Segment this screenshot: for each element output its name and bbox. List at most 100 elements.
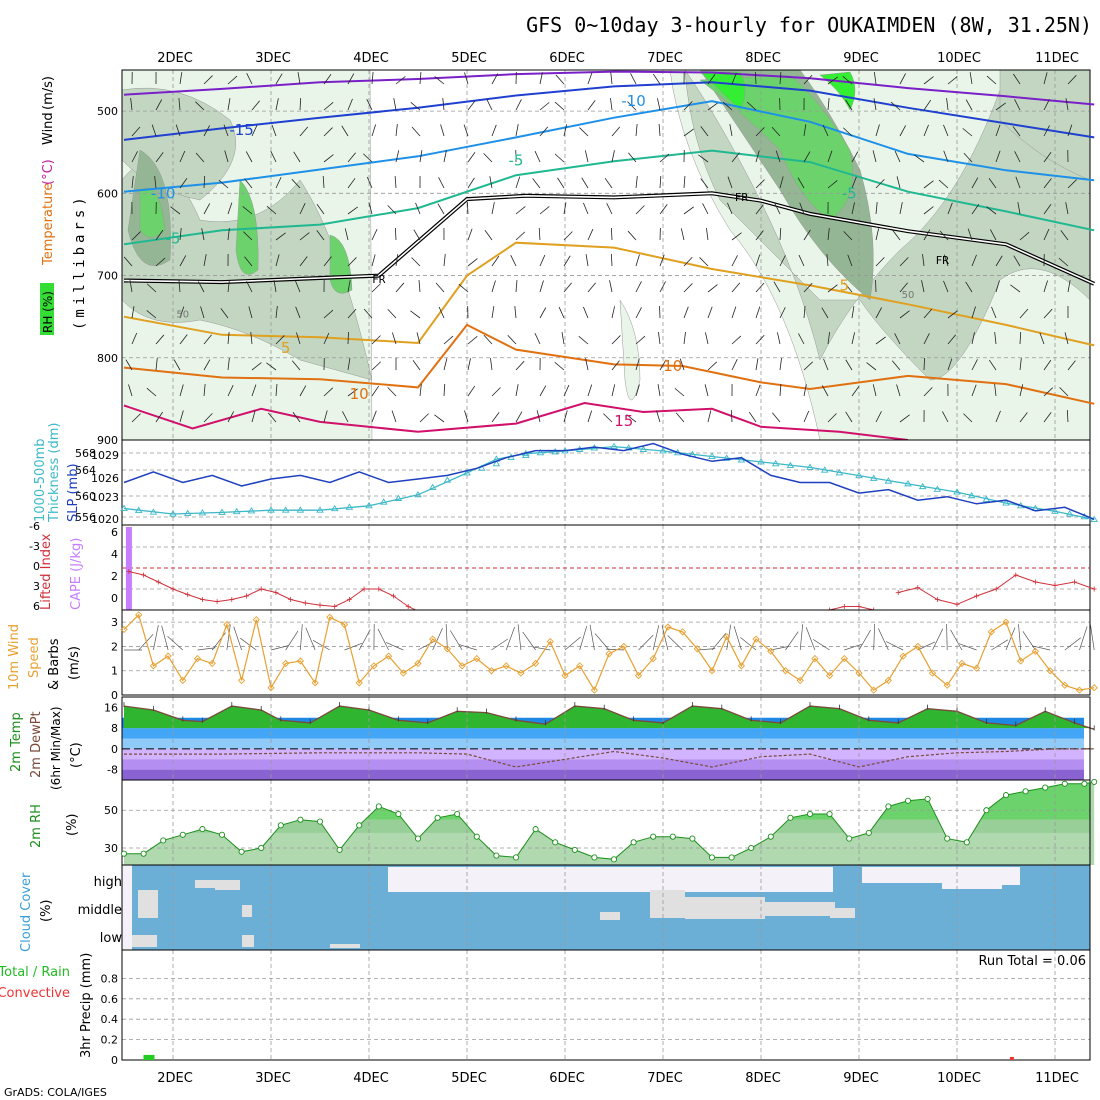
panel-bg [122,950,1090,1060]
wind-barb [275,232,286,241]
cloud-ylabel: Cloud Cover [19,872,34,952]
rh2m-marker [552,839,559,846]
rh2m-marker [963,839,970,846]
isotherm-labels: -15 -10 -10 -5 -5 -5 FR FR FR 5 5 10 10 15 50 50 [151,92,949,430]
wind-barb [779,72,782,85]
wind-barb [604,177,613,189]
rh2m-marker [1061,780,1068,787]
surface-wind-barb [197,647,216,651]
wind-barb [707,102,718,111]
wind-barb [179,255,187,267]
wind-barb [179,228,182,241]
wind-barb [532,178,541,189]
wind-barb [299,202,306,215]
wind10m-marker [267,684,275,692]
wind10m-marker [914,642,922,651]
rh2m-marker [395,810,402,818]
thickness-marker [365,501,373,509]
wind-barb [755,204,764,215]
li-marker [273,590,279,595]
wind-barb [323,332,330,345]
wind-barb [827,228,830,241]
wind10m-marker [193,654,202,663]
wind-barb [1043,359,1052,371]
wind-barb [323,154,334,163]
wind-barb [771,126,781,137]
wind-barb [491,306,495,319]
rh2m-marker [944,835,951,842]
wind-barb [995,124,1001,137]
wind10m-marker [723,633,731,641]
wind-barb [702,203,709,215]
slp-tick: 1020 [91,513,119,526]
wind-barb [131,332,138,345]
isotherm--15 [123,81,1095,141]
thickness-marker [218,508,226,515]
wind10m-marker [781,667,790,675]
wind10m-marker [1031,647,1040,655]
wind-barb [558,306,565,319]
panel-frame [121,949,1091,1061]
cloud-clear-patch [195,880,215,888]
wind-barb [845,99,853,111]
wind-barb [267,412,277,423]
wind-barb [635,307,642,319]
wind-barb [490,358,493,371]
wind10m-marker [840,654,848,663]
wind-barb [988,177,997,189]
thickness-marker [835,469,844,476]
wind-barb [347,98,353,111]
wind-barb [1043,152,1052,163]
wind-barb [251,100,260,111]
wind-barb [554,362,565,371]
wind-barb [146,310,157,319]
surface-wind-barb [312,639,330,651]
wind10m-marker [223,620,231,629]
date-tick-bottom: 5DEC [451,1071,487,1086]
surface-wind-barb [1005,627,1016,651]
wind-barb [611,384,616,397]
wind-barb [316,230,325,241]
slp-tick: 1029 [91,449,119,462]
wind-barb [707,361,718,371]
rh2m-marker [336,846,343,853]
surface-wind-barb [711,633,727,651]
rh2m-marker [1081,780,1088,787]
thickness-marker [428,483,437,490]
wind10m-marker [1017,657,1025,665]
wind-barb [434,414,445,423]
wind-barb [1043,125,1050,137]
wind-barb [995,280,1000,293]
wind-barb [587,384,593,397]
thickness-marker [522,451,530,458]
wind-barb [587,410,593,423]
wind-barb [683,101,693,111]
wind-barb [803,124,807,137]
li-marker [141,572,147,578]
li-marker [317,602,323,608]
wind-barb [515,124,519,137]
cape-tick: 4 [111,548,118,561]
wind-barb [991,306,997,319]
surface-wind-barb [812,639,830,651]
wind10m-marker [326,613,334,621]
wind-barb [896,176,901,189]
wind-barb [822,124,829,137]
wind-barb [299,232,310,241]
surface-wind-barb [932,628,944,651]
wind-barb [483,334,493,345]
rh2m-marker [258,844,265,852]
wind-barb [1010,284,1021,293]
rh2m-marker [414,835,422,842]
wind-barb [803,361,814,371]
wind-barb [563,410,568,423]
li-line [829,606,874,611]
wind-barb [323,74,332,85]
wind-barb [773,281,781,293]
wind-barb [227,202,233,215]
wind10m-marker [120,625,128,634]
rh2m-marker [356,822,363,829]
slp-ylabel: SLP (mb) [66,463,81,522]
wind-barb [203,203,211,215]
surface-wind-barb [885,641,904,651]
